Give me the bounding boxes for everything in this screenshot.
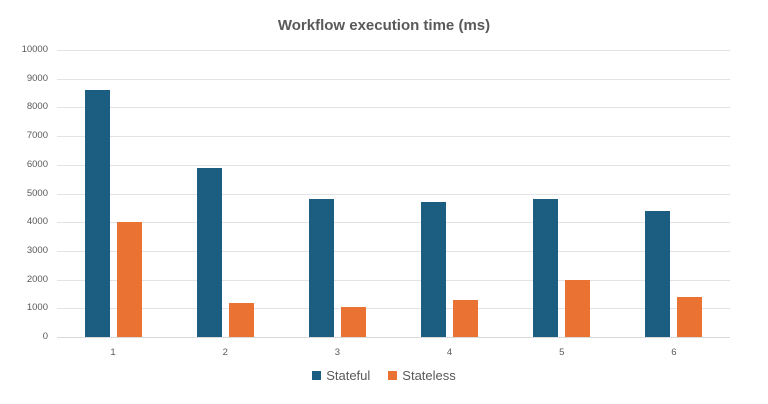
bar-stateless-1[interactable] xyxy=(116,222,142,337)
x-tick-label: 6 xyxy=(671,347,677,358)
x-axis-line xyxy=(57,337,730,338)
gridline xyxy=(57,222,730,224)
legend-label-stateful: Stateful xyxy=(326,368,371,383)
legend-label-stateless: Stateless xyxy=(402,368,456,383)
bar-stateless-6[interactable] xyxy=(677,296,703,337)
legend-item-stateless[interactable]: Stateless xyxy=(388,368,456,383)
y-tick-label: 5000 xyxy=(26,187,48,199)
gridline xyxy=(57,107,730,109)
y-tick-label: 8000 xyxy=(26,101,48,113)
gridline xyxy=(57,308,730,310)
gridline xyxy=(57,250,730,252)
legend: Stateful Stateless xyxy=(0,368,768,383)
y-tick-label: 6000 xyxy=(26,158,48,170)
gridline xyxy=(57,78,730,80)
bar-stateless-4[interactable] xyxy=(453,299,479,337)
bar-stateful-4[interactable] xyxy=(421,202,447,337)
x-tick-label: 3 xyxy=(334,347,341,358)
bar-stateless-3[interactable] xyxy=(340,307,366,337)
bar-stateful-3[interactable] xyxy=(308,199,334,337)
legend-swatch-stateful xyxy=(312,371,322,380)
bar-stateful-6[interactable] xyxy=(645,210,671,337)
x-tick-label: 5 xyxy=(559,347,565,358)
y-tick-label: 2000 xyxy=(26,273,48,285)
gridline xyxy=(57,136,730,138)
bar-stateful-2[interactable] xyxy=(196,167,222,337)
legend-swatch-stateless xyxy=(388,371,398,380)
y-tick-label: 9000 xyxy=(26,72,48,84)
plot-area xyxy=(57,50,730,338)
x-tick-label: 4 xyxy=(446,347,453,358)
y-tick-label: 7000 xyxy=(26,130,48,142)
legend-item-stateful[interactable]: Stateful xyxy=(312,368,370,383)
gridline xyxy=(57,193,730,195)
x-tick-label: 1 xyxy=(110,347,116,358)
gridline xyxy=(57,50,730,51)
chart-title: Workflow execution time (ms) xyxy=(277,17,491,34)
gridline xyxy=(57,164,730,166)
x-tick-label: 2 xyxy=(222,347,228,358)
y-tick-label: 1000 xyxy=(26,302,48,314)
y-tick-label: 0 xyxy=(42,331,48,342)
bar-stateful-1[interactable] xyxy=(84,90,110,337)
bar-stateless-5[interactable] xyxy=(565,280,591,337)
y-tick-label: 4000 xyxy=(26,216,48,228)
y-tick-label: 10000 xyxy=(21,44,48,55)
gridline xyxy=(57,279,730,281)
bar-stateless-2[interactable] xyxy=(228,302,254,337)
bar-stateful-5[interactable] xyxy=(533,199,559,337)
y-tick-label: 3000 xyxy=(26,244,48,256)
